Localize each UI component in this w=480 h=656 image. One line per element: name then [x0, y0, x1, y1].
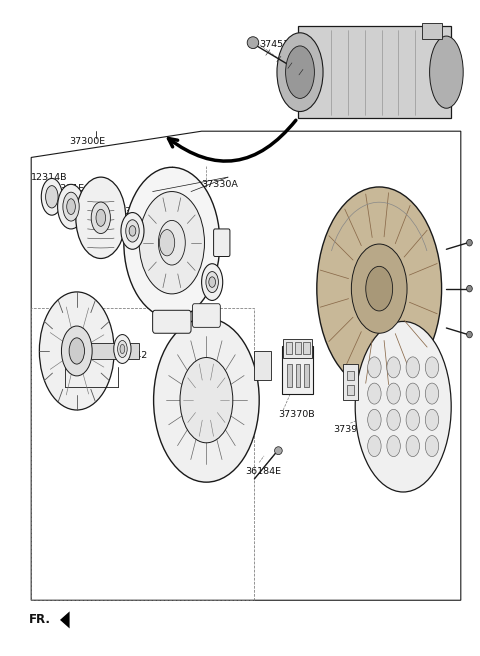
- Ellipse shape: [202, 264, 223, 300]
- Bar: [298, 26, 451, 118]
- Ellipse shape: [46, 186, 58, 208]
- Polygon shape: [84, 343, 139, 359]
- Text: 36184E: 36184E: [245, 466, 281, 476]
- Ellipse shape: [368, 383, 381, 404]
- Ellipse shape: [351, 244, 407, 333]
- Ellipse shape: [406, 409, 420, 430]
- Ellipse shape: [129, 226, 136, 236]
- Ellipse shape: [387, 409, 400, 430]
- Ellipse shape: [286, 46, 314, 98]
- Text: 37451: 37451: [259, 40, 289, 49]
- Ellipse shape: [180, 358, 233, 443]
- Ellipse shape: [63, 192, 79, 221]
- Ellipse shape: [425, 383, 439, 404]
- Polygon shape: [31, 131, 461, 600]
- Ellipse shape: [467, 285, 472, 292]
- Bar: [282, 346, 313, 394]
- Ellipse shape: [158, 220, 185, 265]
- Text: 37370B: 37370B: [278, 410, 315, 419]
- FancyBboxPatch shape: [214, 229, 230, 256]
- Ellipse shape: [368, 436, 381, 457]
- Bar: [287, 364, 292, 387]
- Ellipse shape: [91, 202, 110, 234]
- Ellipse shape: [58, 184, 84, 229]
- Bar: [422, 23, 442, 39]
- Ellipse shape: [406, 436, 420, 457]
- Ellipse shape: [139, 192, 204, 294]
- Ellipse shape: [387, 383, 400, 404]
- Text: 37330A: 37330A: [202, 180, 239, 190]
- Text: 37300E: 37300E: [70, 136, 106, 146]
- Ellipse shape: [425, 357, 439, 378]
- Text: 37340: 37340: [65, 376, 95, 385]
- Ellipse shape: [368, 409, 381, 430]
- Ellipse shape: [120, 344, 125, 354]
- Ellipse shape: [154, 318, 259, 482]
- Ellipse shape: [114, 335, 131, 363]
- Polygon shape: [60, 611, 70, 628]
- Ellipse shape: [126, 220, 139, 242]
- Ellipse shape: [425, 409, 439, 430]
- Ellipse shape: [247, 37, 259, 49]
- Ellipse shape: [368, 357, 381, 378]
- Ellipse shape: [118, 340, 127, 358]
- Bar: [304, 364, 309, 387]
- Bar: [347, 371, 354, 380]
- Ellipse shape: [355, 321, 451, 492]
- Ellipse shape: [96, 209, 106, 226]
- Bar: [295, 342, 301, 354]
- Ellipse shape: [41, 178, 62, 215]
- Bar: [283, 339, 312, 358]
- Bar: [303, 342, 310, 354]
- Text: 37321B: 37321B: [77, 195, 113, 205]
- Text: 37390B: 37390B: [334, 425, 370, 434]
- Ellipse shape: [61, 326, 92, 376]
- Text: 12314B: 12314B: [31, 173, 68, 182]
- Ellipse shape: [275, 447, 282, 455]
- Text: 37323: 37323: [113, 207, 143, 216]
- Bar: [254, 351, 271, 380]
- Ellipse shape: [76, 177, 126, 258]
- Ellipse shape: [317, 187, 442, 390]
- Bar: [343, 364, 358, 400]
- Text: 37350B: 37350B: [336, 264, 372, 274]
- Ellipse shape: [406, 383, 420, 404]
- Ellipse shape: [277, 33, 323, 112]
- Ellipse shape: [366, 266, 393, 311]
- Bar: [296, 364, 300, 387]
- Ellipse shape: [387, 357, 400, 378]
- Ellipse shape: [159, 230, 175, 256]
- Bar: [347, 385, 354, 395]
- Ellipse shape: [69, 338, 84, 364]
- Text: 37367B: 37367B: [158, 417, 195, 426]
- Ellipse shape: [67, 199, 75, 215]
- Ellipse shape: [387, 436, 400, 457]
- Text: 37334: 37334: [187, 274, 217, 283]
- Ellipse shape: [425, 436, 439, 457]
- Ellipse shape: [467, 239, 472, 246]
- Bar: [286, 342, 292, 354]
- FancyBboxPatch shape: [192, 304, 220, 327]
- Ellipse shape: [406, 357, 420, 378]
- Ellipse shape: [39, 292, 114, 410]
- Ellipse shape: [209, 277, 216, 287]
- Ellipse shape: [430, 36, 463, 108]
- Ellipse shape: [124, 167, 220, 318]
- Text: 37311E: 37311E: [48, 184, 84, 194]
- Ellipse shape: [121, 213, 144, 249]
- Text: FR.: FR.: [29, 613, 51, 626]
- Text: 37342: 37342: [118, 351, 148, 360]
- Ellipse shape: [206, 272, 218, 293]
- Ellipse shape: [467, 331, 472, 338]
- FancyBboxPatch shape: [153, 310, 191, 333]
